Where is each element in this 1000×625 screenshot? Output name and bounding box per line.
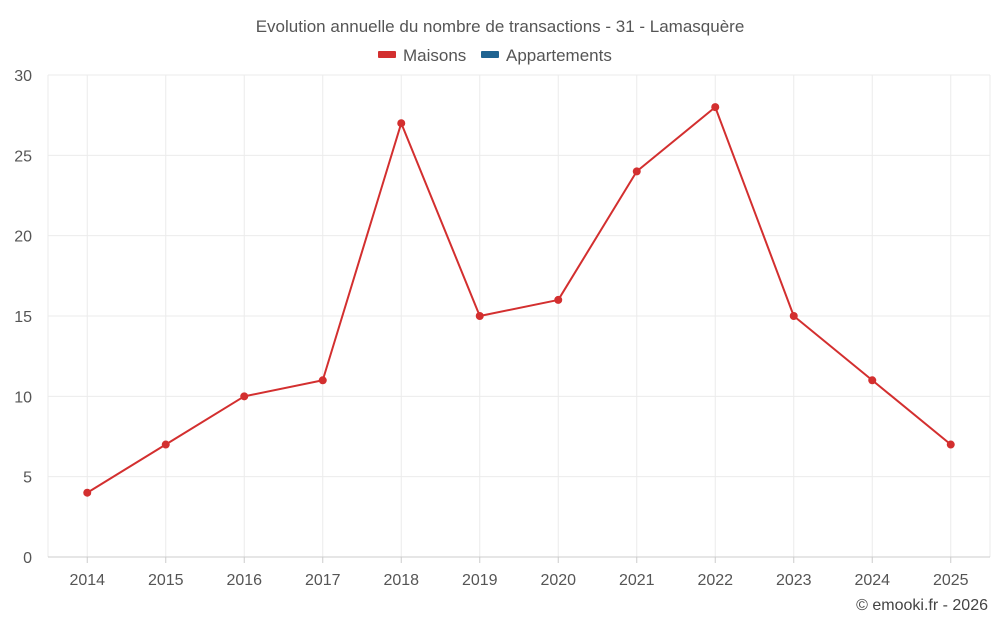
y-tick-label: 5 [23, 470, 32, 487]
x-tick-label: 2018 [383, 572, 419, 589]
legend: Maisons Appartements [378, 46, 612, 65]
y-axis: 0 5 10 15 20 25 30 [14, 68, 32, 567]
x-axis: 2014 2015 2016 2017 2018 2019 2020 2021 2022 2023… [48, 556, 990, 589]
data-point[interactable] [554, 295, 563, 304]
credit-text: © emooki.fr - 2026 [856, 597, 988, 614]
x-tick-label: 2017 [305, 572, 341, 589]
x-tick-label: 2016 [226, 572, 262, 589]
y-tick-label: 15 [14, 309, 32, 326]
y-tick-label: 10 [14, 389, 32, 406]
legend-label-maisons[interactable]: Maisons [403, 46, 466, 65]
x-tick-label: 2024 [854, 572, 890, 589]
data-point[interactable] [868, 376, 877, 385]
legend-swatch-appartements[interactable] [481, 51, 499, 58]
y-tick-label: 0 [23, 550, 32, 567]
data-point[interactable] [711, 103, 720, 112]
data-point[interactable] [240, 392, 249, 401]
chart-title: Evolution annuelle du nombre de transact… [256, 17, 745, 36]
x-tick-label: 2022 [697, 572, 733, 589]
y-tick-label: 25 [14, 148, 32, 165]
legend-label-appartements[interactable]: Appartements [506, 46, 612, 65]
series-line-maisons [86, 106, 952, 494]
grid [47, 74, 991, 557]
series-maisons [83, 103, 955, 497]
data-point[interactable] [318, 376, 327, 385]
x-tick-label: 2014 [69, 572, 105, 589]
x-tick-label: 2023 [776, 572, 812, 589]
x-tick-label: 2019 [462, 572, 498, 589]
y-tick-label: 30 [14, 68, 32, 85]
data-point[interactable] [946, 440, 955, 449]
data-point[interactable] [397, 119, 406, 128]
data-point[interactable] [161, 440, 170, 449]
y-tick-label: 20 [14, 229, 32, 246]
x-tick-label: 2025 [933, 572, 969, 589]
data-point[interactable] [789, 312, 798, 320]
x-tick-label: 2021 [619, 572, 655, 589]
data-point[interactable] [83, 488, 92, 497]
legend-swatch-maisons[interactable] [378, 51, 396, 58]
x-tick-label: 2015 [148, 572, 184, 589]
x-tick-label: 2020 [540, 572, 576, 589]
data-point[interactable] [475, 312, 484, 320]
data-point[interactable] [632, 167, 641, 176]
